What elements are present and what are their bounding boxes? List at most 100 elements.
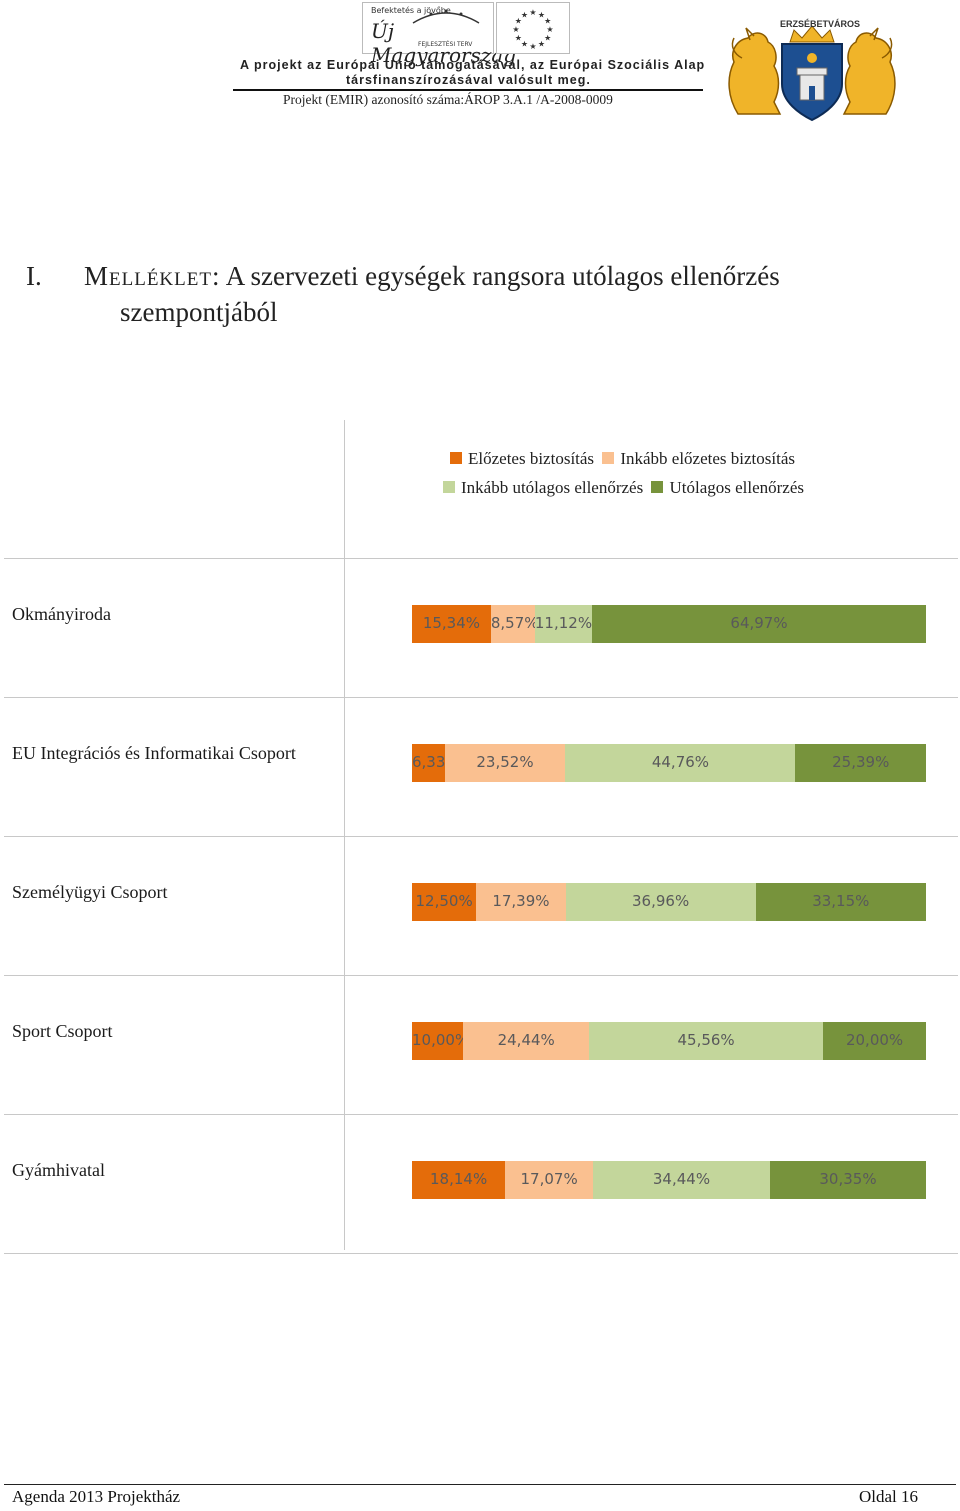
legend-swatch xyxy=(651,481,664,493)
eu-flag-logo: ★ ★ ★ ★ ★ ★ ★ ★ ★ ★ ★ ★ xyxy=(496,2,570,54)
bar-segment-elozetes-biztositas: 10,00% xyxy=(412,1022,470,1060)
legend-row-2: Inkább utólagos ellenőrzés Utólagos elle… xyxy=(443,478,808,498)
data-label: 12,50% xyxy=(415,892,473,910)
footer-page-number: Oldal 16 xyxy=(858,1487,918,1506)
legend-label: Utólagos ellenőrzés xyxy=(669,478,805,497)
bar-segment-inkabb-elozetes-biztositas: 17,39% xyxy=(476,883,566,921)
data-label: 34,44% xyxy=(652,1170,711,1188)
bar-segment-utolagos-ellenorzes: 25,39% xyxy=(795,744,926,782)
bar-segment-inkabb-utolagos-ellenorzes: 36,96% xyxy=(565,883,756,921)
data-label: 11,12% xyxy=(534,614,593,632)
data-label: 10,00% xyxy=(412,1031,470,1049)
category-label-gyamhivatal: Gyámhivatal xyxy=(12,1160,105,1180)
category-label-okmanyiroda: Okmányiroda xyxy=(12,604,111,624)
eu-star-icon: ★ xyxy=(544,34,551,43)
eu-star-icon: ★ xyxy=(538,10,545,19)
eu-star-icon: ★ xyxy=(538,40,545,49)
chart-row-divider xyxy=(4,1114,958,1115)
data-label: 64,97% xyxy=(730,614,788,632)
legend-item-elozetes: Előzetes biztosítás xyxy=(450,449,594,469)
bar-segment-utolagos-ellenorzes: 30,35% xyxy=(769,1161,926,1199)
eu-stars-icon: ★★★★★★★★★ ★ ★★ xyxy=(512,8,553,51)
chart-row-divider xyxy=(4,1253,958,1254)
eu-star-icon: ★ xyxy=(521,40,528,49)
legend-label: Inkább utólagos ellenőrzés xyxy=(461,478,644,497)
uj-magyarorszag-logo: Befektetés a jövőbe Új Magyarország FEJL… xyxy=(362,2,516,67)
bar-segment-elozetes-biztositas: 12,50% xyxy=(412,883,477,921)
legend-item-inkabb-elozetes: Inkább előzetes biztosítás xyxy=(602,449,795,469)
category-label-sport-csoport: Sport Csoport xyxy=(12,1021,113,1041)
legend-label: Inkább előzetes biztosítás xyxy=(620,449,795,468)
bar-segment-inkabb-utolagos-ellenorzes: 45,56% xyxy=(589,1022,824,1060)
title-number: I. xyxy=(26,261,42,291)
bar-segment-elozetes-biztositas: 18,14% xyxy=(412,1161,506,1199)
bar-segment-inkabb-utolagos-ellenorzes: 44,76% xyxy=(565,744,796,782)
stacked-bar-sport-csoport: 10,00% 24,44% 45,56% 20,00% xyxy=(412,1022,926,1060)
legend-item-inkabb-utolagos: Inkább utólagos ellenőrzés xyxy=(443,478,643,498)
legend-swatch xyxy=(450,452,462,464)
legend-row-1: Előzetes biztosítás Inkább előzetes bizt… xyxy=(450,449,799,469)
footer-project-name: Agenda 2013 Projektház xyxy=(12,1487,181,1506)
legend-item-utolagos: Utólagos ellenőrzés xyxy=(651,478,804,498)
data-label: 17,39% xyxy=(492,892,550,910)
header-funding-line-1: A projekt az Európai Unió támogatásával,… xyxy=(240,58,706,72)
data-label: 30,35% xyxy=(819,1170,877,1188)
logo-tagline: Befektetés a jövőbe xyxy=(371,6,451,15)
logo-title: Új Magyarország xyxy=(371,19,517,67)
logo-arc-icon xyxy=(412,9,480,24)
data-label: 33,15% xyxy=(812,892,870,910)
bar-segment-utolagos-ellenorzes: 64,97% xyxy=(592,605,926,643)
bar-segment-inkabb-elozetes-biztositas: 17,07% xyxy=(505,1161,593,1199)
eu-star-icon: ★ xyxy=(515,17,522,26)
chart-column-divider xyxy=(344,420,345,1250)
bar-segment-elozetes-biztositas: 15,34% xyxy=(412,605,491,643)
bar-segment-inkabb-utolagos-ellenorzes: 11,12% xyxy=(534,605,593,643)
data-label: 23,52% xyxy=(476,753,534,771)
title-line-1: Melléklet: A szervezeti egységek rangsor… xyxy=(84,258,780,294)
category-label-eu-integracios-es-informatikai-csoport: EU Integrációs és Informatikai Csoport xyxy=(12,743,296,763)
eu-star-icon: ★ xyxy=(512,25,519,34)
header-project-id: Projekt (EMIR) azonosító száma:ÁROP 3.A.… xyxy=(283,92,613,107)
chart-row-divider xyxy=(4,975,958,976)
eu-star-icon: ★ xyxy=(529,8,536,17)
legend-swatch xyxy=(443,481,455,493)
header-divider xyxy=(233,89,703,91)
bar-segment-inkabb-elozetes-biztositas: 8,57% xyxy=(490,605,539,643)
logo-subtitle: FEJLESZTÉSI TERV xyxy=(418,41,473,48)
stacked-bar-gyamhivatal: 18,14% 17,07% 34,44% 30,35% xyxy=(412,1161,926,1199)
title-word: Melléklet: xyxy=(84,261,221,291)
data-label: 6,33% xyxy=(412,753,460,771)
legend-swatch xyxy=(602,452,615,464)
chart-row-divider xyxy=(4,836,958,837)
title-line-1-rest: A szervezeti egységek rangsora utólagos … xyxy=(220,261,780,291)
data-label: 25,39% xyxy=(832,753,890,771)
bar-segment-elozetes-biztositas: 6,33% xyxy=(412,744,460,782)
title-line-2: szempontjából xyxy=(120,297,278,327)
chart-row-divider xyxy=(4,558,958,559)
chart-row-divider xyxy=(4,697,958,698)
stacked-bar-eu-integracios-es-informatikai-csoport: 6,33% 23,52% 44,76% 25,39% xyxy=(412,744,926,782)
data-label: 18,14% xyxy=(430,1170,488,1188)
footer-divider xyxy=(4,1484,956,1485)
data-label: 24,44% xyxy=(497,1031,555,1049)
data-label: 36,96% xyxy=(632,892,690,910)
erzsebetvaros-crest-icon xyxy=(728,25,896,122)
eu-star-icon: ★ xyxy=(521,10,528,19)
data-label: 8,57% xyxy=(490,614,539,632)
data-label: 44,76% xyxy=(651,753,710,771)
eu-star-icon: ★ xyxy=(515,34,522,43)
data-label: 17,07% xyxy=(520,1170,578,1188)
bar-segment-inkabb-elozetes-biztositas: 24,44% xyxy=(463,1022,589,1060)
data-label: 20,00% xyxy=(845,1031,904,1049)
header-funding-line-2: társfinanszírozásával valósult meg. xyxy=(346,73,591,87)
bar-segment-inkabb-utolagos-ellenorzes: 34,44% xyxy=(592,1161,770,1199)
data-label: 45,56% xyxy=(677,1031,735,1049)
eu-star-icon: ★ xyxy=(546,25,553,34)
legend-label: Előzetes biztosítás xyxy=(468,449,595,468)
category-label-szemelyugyi-csoport: Személyügyi Csoport xyxy=(12,882,168,902)
eu-star-icon: ★ xyxy=(544,17,551,26)
bar-segment-inkabb-elozetes-biztositas: 23,52% xyxy=(444,744,566,782)
data-label: 15,34% xyxy=(422,614,481,632)
stacked-bar-okmanyiroda: 15,34% 8,57% 11,12% 64,97% xyxy=(412,605,926,643)
